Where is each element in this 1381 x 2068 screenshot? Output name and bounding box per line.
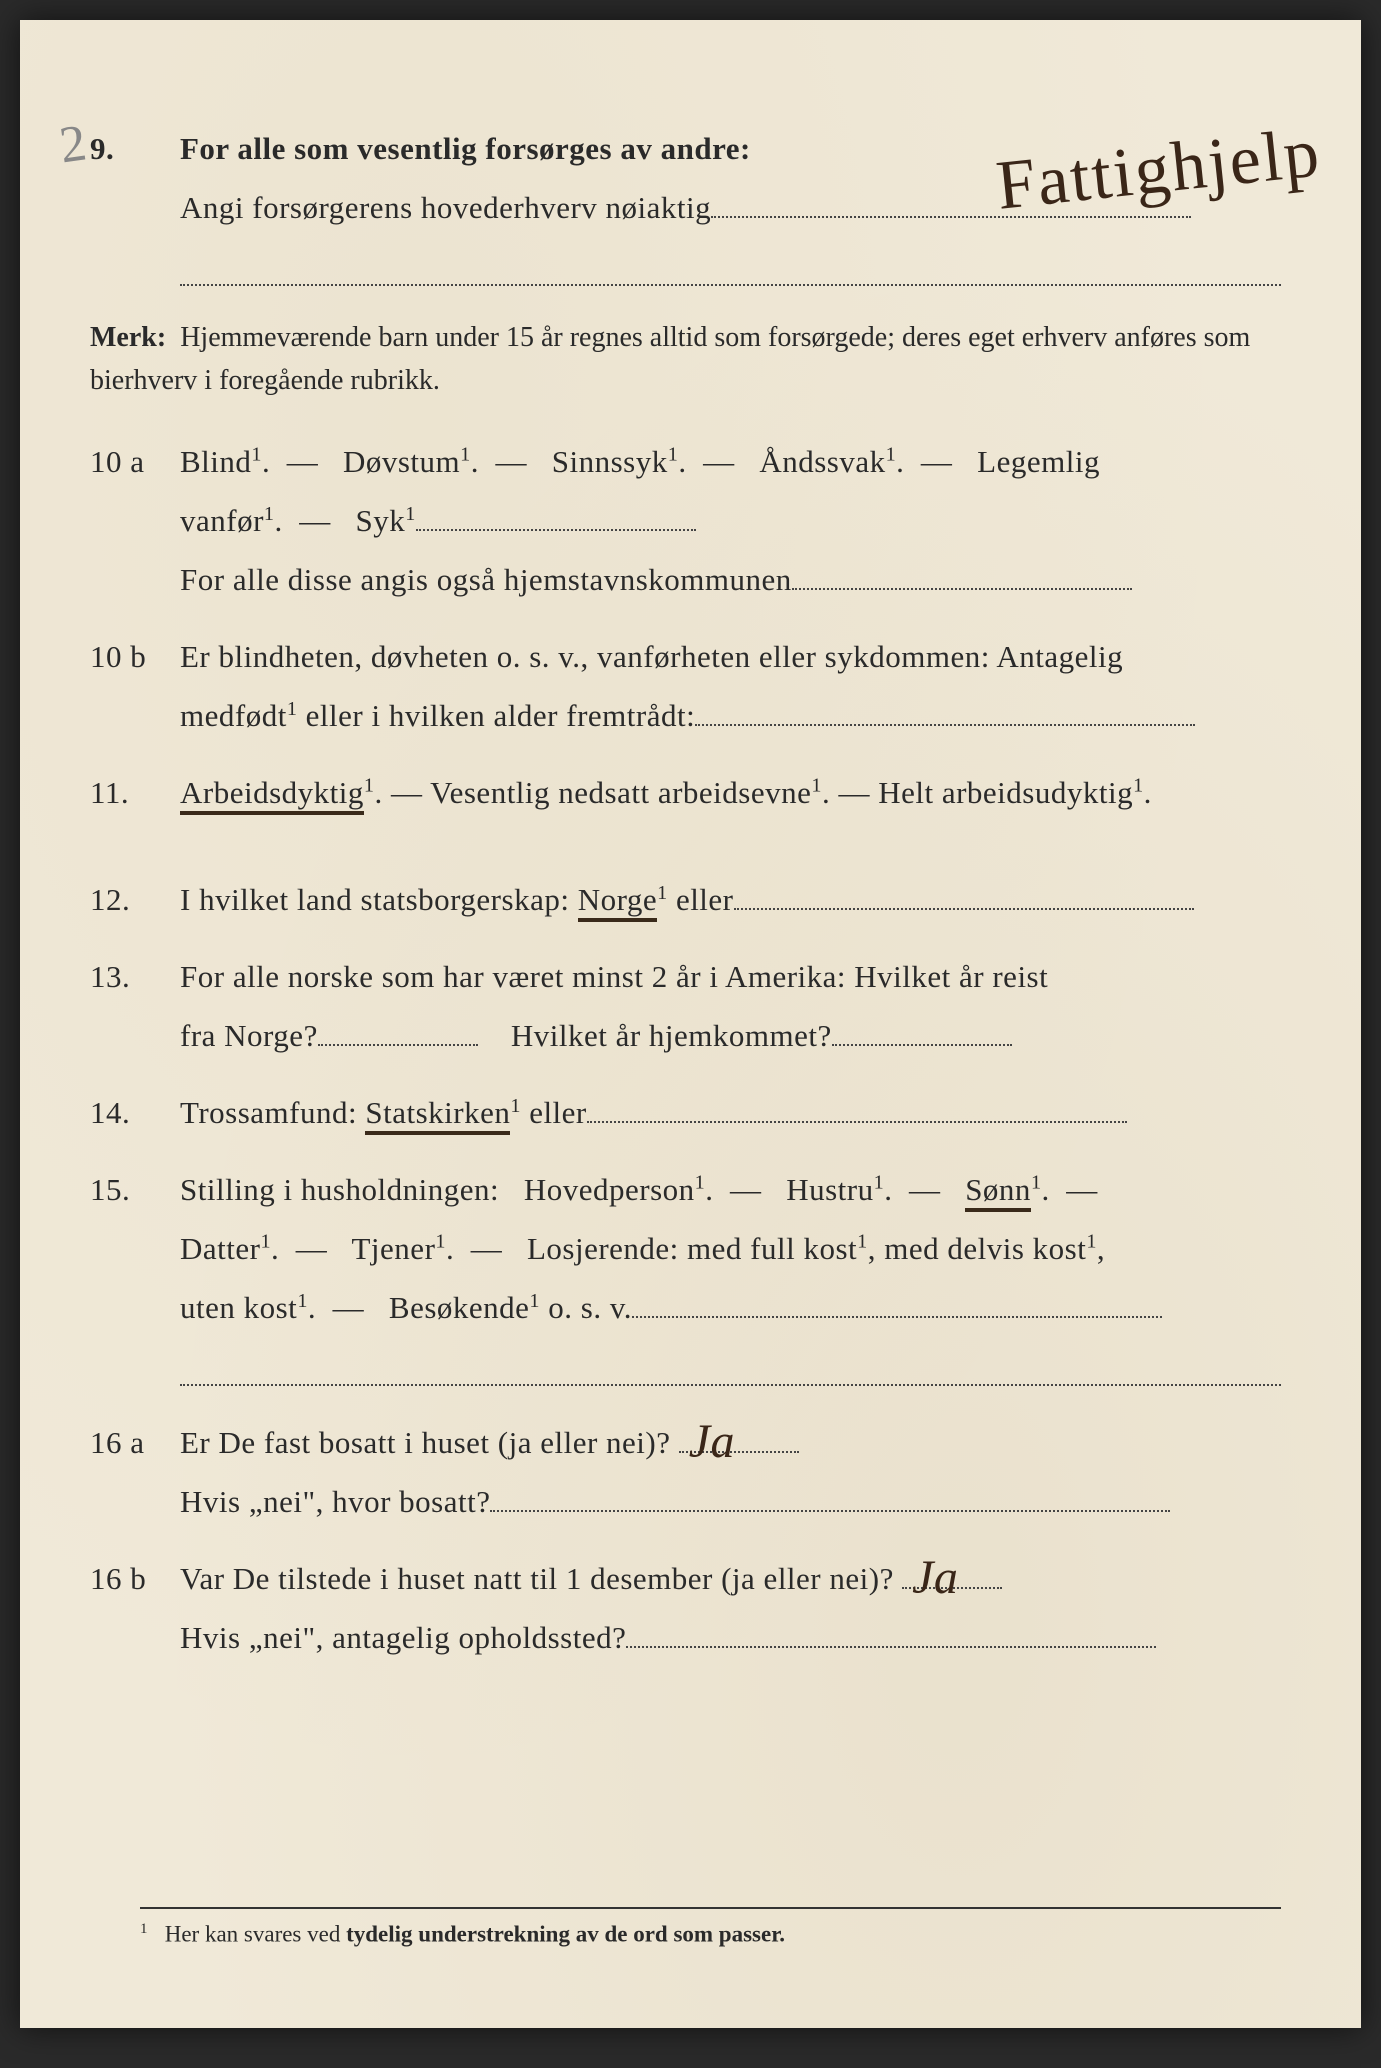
q14-statskirken-underlined: Statskirken — [365, 1095, 510, 1135]
q16b-number: 16 b — [90, 1550, 180, 1609]
question-10b: 10 b Er blindheten, døvheten o. s. v., v… — [90, 628, 1281, 746]
merk-label: Merk: — [90, 322, 166, 353]
question-10a: 10 a Blind1. — Døvstum1. — Sinnssyk1. — … — [90, 433, 1281, 610]
q13-body: For alle norske som har været minst 2 år… — [180, 948, 1281, 1066]
census-form-page: 2 Fattighjelp 9. For alle som vesentlig … — [20, 20, 1361, 2028]
q15-number: 15. — [90, 1161, 180, 1220]
q16a-number: 16 a — [90, 1414, 180, 1473]
question-12: 12. I hvilket land statsborgerskap: Norg… — [90, 871, 1281, 930]
q11-number: 11. — [90, 764, 180, 823]
q10b-number: 10 b — [90, 628, 180, 687]
q14-body: Trossamfund: Statskirken1 eller — [180, 1084, 1281, 1143]
q14-number: 14. — [90, 1084, 180, 1143]
pencil-annotation: 2 — [56, 113, 90, 175]
question-16a: 16 a Er De fast bosatt i huset (ja eller… — [90, 1414, 1281, 1532]
q16b-body: Var De tilstede i huset natt til 1 desem… — [180, 1550, 1281, 1668]
q16a-answer: Ja — [689, 1396, 735, 1487]
question-16b: 16 b Var De tilstede i huset natt til 1 … — [90, 1550, 1281, 1668]
q15-body: Stilling i husholdningen: Hovedperson1. … — [180, 1161, 1281, 1338]
q10b-body: Er blindheten, døvheten o. s. v., vanfør… — [180, 628, 1281, 746]
q12-body: I hvilket land statsborgerskap: Norge1 e… — [180, 871, 1281, 930]
q9-line2: Angi forsørgerens hovederhverv nøiaktig — [180, 190, 711, 225]
q10a-number: 10 a — [90, 433, 180, 492]
q11-body: Arbeidsdyktig1. — Vesentlig nedsatt arbe… — [180, 764, 1281, 823]
q12-number: 12. — [90, 871, 180, 930]
q11-opt1-underlined: Arbeidsdyktig — [180, 775, 364, 815]
q9-number: 9. — [90, 120, 180, 179]
footnote: 1 Her kan svares ved tydelig understrekn… — [140, 1907, 1281, 1948]
question-14: 14. Trossamfund: Statskirken1 eller — [90, 1084, 1281, 1143]
q13-number: 13. — [90, 948, 180, 1007]
question-15: 15. Stilling i husholdningen: Hovedperso… — [90, 1161, 1281, 1338]
blank-dotted-line-2 — [180, 1356, 1281, 1386]
q16b-answer: Ja — [912, 1532, 958, 1623]
question-13: 13. For alle norske som har været minst … — [90, 948, 1281, 1066]
question-11: 11. Arbeidsdyktig1. — Vesentlig nedsatt … — [90, 764, 1281, 823]
q10a-body: Blind1. — Døvstum1. — Sinnssyk1. — Åndss… — [180, 433, 1281, 610]
blank-dotted-line — [180, 256, 1281, 286]
note-merk: Merk: Hjemmeværende barn under 15 år reg… — [90, 316, 1281, 403]
merk-text: Hjemmeværende barn under 15 år regnes al… — [90, 322, 1250, 396]
q9-line1: For alle som vesentlig forsørges av andr… — [180, 131, 751, 166]
q16a-body: Er De fast bosatt i huset (ja eller nei)… — [180, 1414, 1281, 1532]
q10a-line3: For alle disse angis også hjemstavnskomm… — [180, 562, 792, 597]
q15-sonn-underlined: Sønn — [965, 1172, 1031, 1212]
q12-norge-underlined: Norge — [578, 882, 657, 922]
